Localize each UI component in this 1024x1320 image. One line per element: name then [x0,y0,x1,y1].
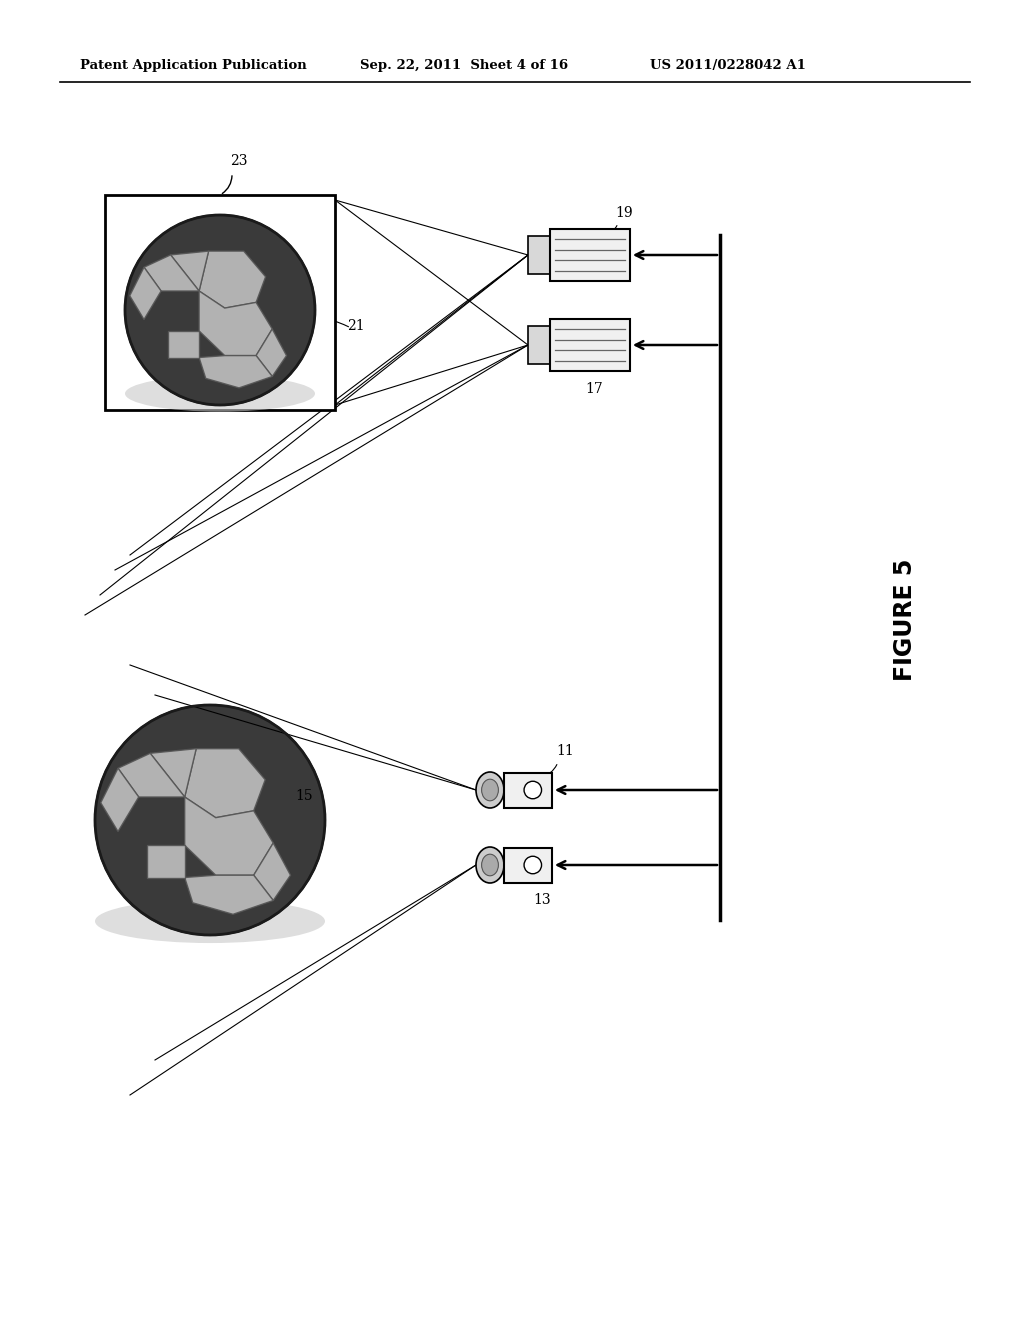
Ellipse shape [481,779,499,801]
Polygon shape [199,290,272,355]
Ellipse shape [476,772,504,808]
Polygon shape [130,267,161,319]
Polygon shape [254,843,291,900]
Polygon shape [100,768,138,832]
Text: Sep. 22, 2011  Sheet 4 of 16: Sep. 22, 2011 Sheet 4 of 16 [360,58,568,71]
Polygon shape [199,355,272,388]
Text: FIGURE 5: FIGURE 5 [893,558,918,681]
Polygon shape [146,845,184,878]
Polygon shape [168,331,199,358]
Text: 13: 13 [534,894,551,908]
Ellipse shape [476,847,504,883]
Polygon shape [256,329,287,376]
Polygon shape [184,797,273,875]
Bar [528,326,550,364]
Text: 17: 17 [585,381,603,396]
Polygon shape [144,255,199,290]
Polygon shape [118,754,184,797]
Polygon shape [199,251,265,308]
Bar [105,195,335,411]
Text: US 2011/0228042 A1: US 2011/0228042 A1 [650,58,806,71]
Polygon shape [184,748,265,817]
Polygon shape [151,748,197,797]
Ellipse shape [125,376,315,412]
Ellipse shape [95,899,325,942]
Bar [550,228,630,281]
Bar [550,319,630,371]
Bar [528,236,550,275]
Polygon shape [171,251,209,290]
Circle shape [95,705,325,935]
Text: 19: 19 [615,206,633,220]
Text: 23: 23 [230,154,248,168]
Circle shape [524,781,542,799]
Text: 21: 21 [347,319,365,333]
Ellipse shape [481,854,499,875]
Polygon shape [184,875,273,915]
Text: Patent Application Publication: Patent Application Publication [80,58,307,71]
Text: 11: 11 [556,744,573,758]
Circle shape [125,215,315,405]
Text: 15: 15 [296,789,313,803]
Circle shape [524,857,542,874]
Bar [504,772,552,808]
Bar [504,847,552,883]
